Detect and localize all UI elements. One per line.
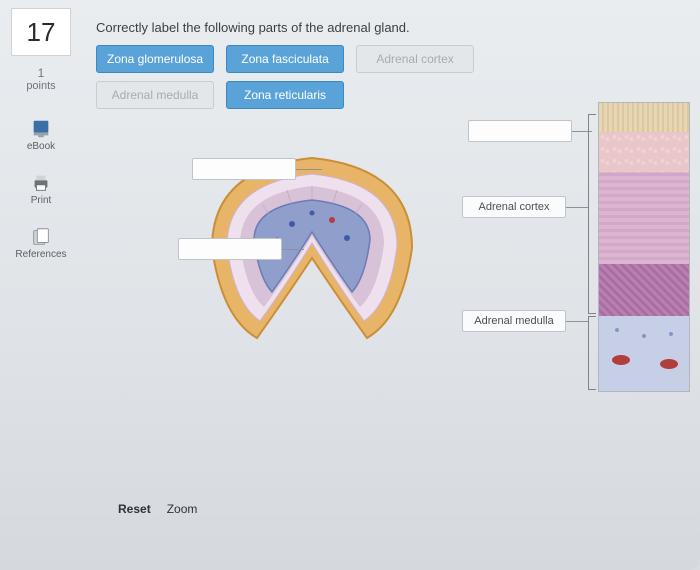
leader-5 (566, 321, 588, 322)
figure-area: Adrenal cortex Adrenal medulla (92, 118, 690, 490)
points-value: 1 (11, 66, 71, 80)
question-number: 17 (27, 17, 56, 48)
sidebar-item-print[interactable]: Print (9, 166, 73, 212)
points-label: points (11, 80, 71, 92)
chip-row-1: Zona glomerulosa Zona fasciculata Adrena… (96, 45, 694, 73)
page: 17 1 points eBook Print References Corr (0, 0, 700, 570)
print-icon (30, 172, 52, 192)
leader-1 (296, 169, 322, 170)
layer-glomerulosa (599, 132, 689, 172)
sidebar-item-label: eBook (27, 141, 55, 152)
bracket-cortex (588, 114, 596, 314)
sidebar-item-label: Print (31, 195, 52, 206)
layer-capsule (599, 103, 689, 132)
drop-slot-1[interactable] (192, 158, 296, 180)
sidebar-item-references[interactable]: References (9, 220, 73, 266)
ebook-icon (30, 118, 52, 138)
chip-zona-glomerulosa[interactable]: Zona glomerulosa (96, 45, 214, 73)
points-box: 1 points (11, 66, 71, 92)
sidebar-item-ebook[interactable]: eBook (9, 112, 73, 158)
drop-slot-3[interactable] (468, 120, 572, 142)
histology-strip (598, 102, 690, 392)
sidebar: 17 1 points eBook Print References (0, 0, 78, 570)
drop-slot-4[interactable]: Adrenal cortex (462, 196, 566, 218)
chip-zona-fasciculata[interactable]: Zona fasciculata (226, 45, 344, 73)
references-icon (30, 226, 52, 246)
drop-slot-5[interactable]: Adrenal medulla (462, 310, 566, 332)
bracket-medulla (588, 316, 596, 390)
layer-medulla (599, 316, 689, 391)
question-number-box: 17 (11, 8, 71, 56)
layer-reticularis (599, 264, 689, 316)
figure-footer: Reset Zoom (118, 502, 197, 516)
drop-slot-2[interactable] (178, 238, 282, 260)
reset-button[interactable]: Reset (118, 502, 151, 516)
sidebar-item-label: References (15, 249, 66, 260)
question-prompt: Correctly label the following parts of t… (96, 20, 694, 35)
chip-zona-reticularis[interactable]: Zona reticularis (226, 81, 344, 109)
zoom-button[interactable]: Zoom (167, 502, 198, 516)
leader-2 (282, 249, 304, 250)
chip-adrenal-medulla[interactable]: Adrenal medulla (96, 81, 214, 109)
chip-adrenal-cortex[interactable]: Adrenal cortex (356, 45, 474, 73)
leader-4 (566, 207, 588, 208)
layer-fasciculata (599, 172, 689, 264)
main-area: Correctly label the following parts of t… (78, 6, 694, 550)
